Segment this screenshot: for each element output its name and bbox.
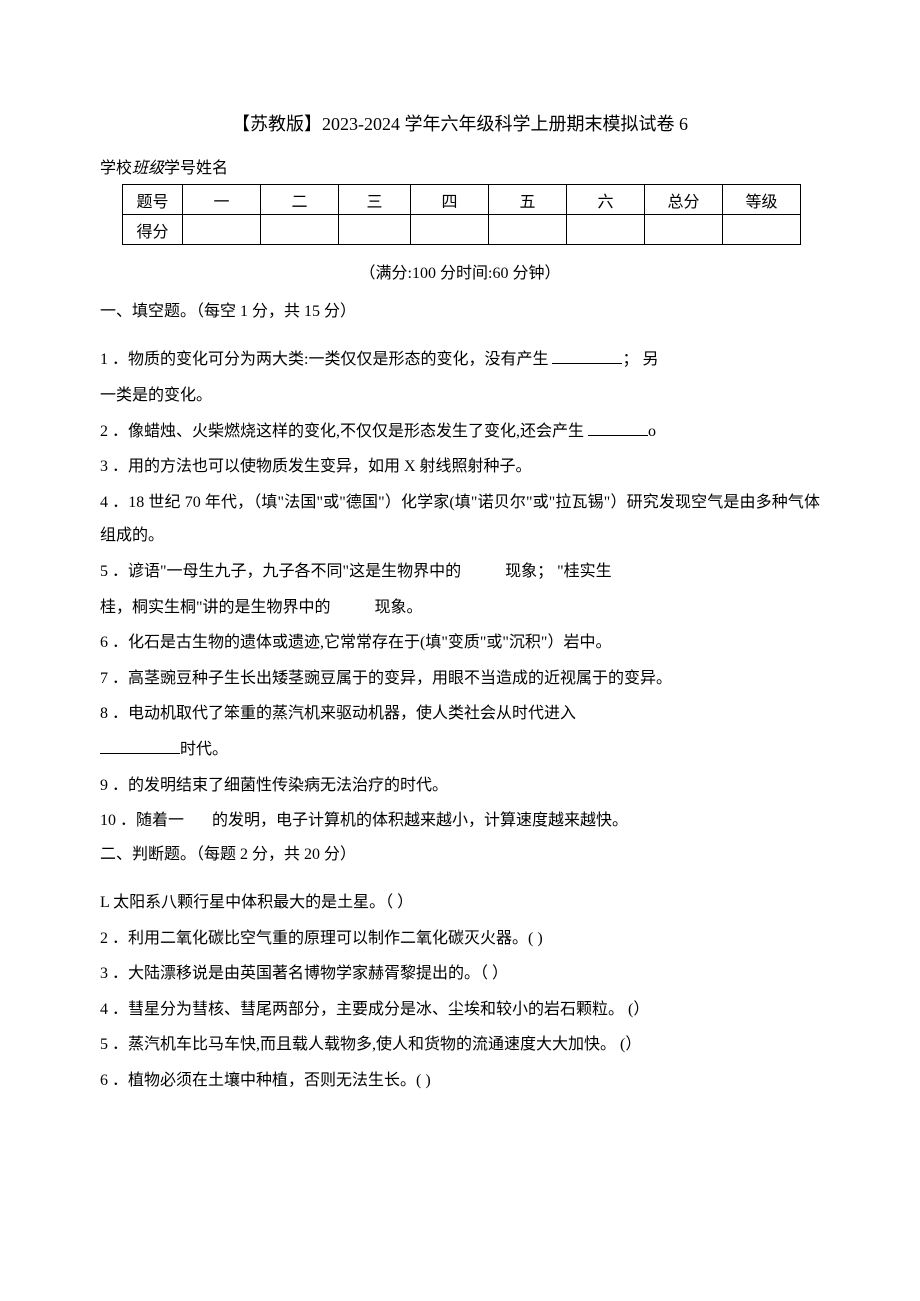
cell-empty <box>183 215 261 245</box>
label-id-name: 学号姓名 <box>164 160 228 177</box>
q-text: 时代。 <box>180 741 228 758</box>
blank-space <box>331 599 375 616</box>
question-2: 2 ．像蜡烛、火柴燃烧这样的变化,不仅仅是形态发生了变化,还会产生 o <box>100 415 820 449</box>
q-text: 现象。 <box>375 599 423 616</box>
label-class: 班级 <box>132 160 164 177</box>
q-text: o <box>648 423 656 440</box>
table-row: 得分 <box>123 215 801 245</box>
cell-col-header: 一 <box>183 185 261 215</box>
cell-empty <box>489 215 567 245</box>
label-school: 学校 <box>100 160 132 177</box>
q-text: 1 ．物质的变化可分为两大类:一类仅仅是形态的变化，没有产生 <box>100 351 552 368</box>
cell-empty <box>339 215 411 245</box>
blank-space <box>461 563 505 580</box>
judge-2: 2 ．利用二氧化碳比空气重的原理可以制作二氧化碳灭火器。( ) <box>100 922 820 956</box>
section-2-title: 二、判断题。（每题 2 分，共 20 分） <box>100 840 820 870</box>
table-row: 题号 一 二 三 四 五 六 总分 等级 <box>123 185 801 215</box>
question-4: 4 ．18 世纪 70 年代，（填"法国"或"德国"）化学家(填"诺贝尔"或"拉… <box>100 486 820 553</box>
cell-empty <box>411 215 489 245</box>
cell-row-header: 题号 <box>123 185 183 215</box>
question-3: 3 ．用的方法也可以使物质发生变异，如用 X 射线照射种子。 <box>100 450 820 484</box>
page-title: 【苏教版】2023-2024 学年六年级科学上册期末模拟试卷 6 <box>100 110 820 136</box>
blank-space <box>184 812 212 829</box>
judge-1: L 太阳系八颗行星中体积最大的是土星。（ ） <box>100 886 820 920</box>
question-9: 9 ．的发明结束了细菌性传染病无法治疗的时代。 <box>100 769 820 803</box>
question-7: 7 ．高茎豌豆种子生长出矮茎豌豆属于的变异，用眼不当造成的近视属于的变异。 <box>100 662 820 696</box>
cell-row-header: 得分 <box>123 215 183 245</box>
q-text: ； 另 <box>622 351 658 368</box>
student-info-line: 学校班级学号姓名 <box>100 154 820 178</box>
cell-empty <box>261 215 339 245</box>
cell-empty <box>723 215 801 245</box>
q-text: 现象； "桂实生 <box>505 563 612 580</box>
question-10: 10 ．随着一 的发明，电子计算机的体积越来越小，计算速度越来越快。 <box>100 804 820 838</box>
question-8-cont: 时代。 <box>100 733 820 767</box>
cell-col-header: 等级 <box>723 185 801 215</box>
judge-5: 5 ．蒸汽机车比马车快,而且载人载物多,使人和货物的流通速度大大加快。 (） <box>100 1028 820 1062</box>
judge-6: 6 ．植物必须在土壤中种植，否则无法生长。( ) <box>100 1064 820 1098</box>
cell-col-header: 二 <box>261 185 339 215</box>
score-table: 题号 一 二 三 四 五 六 总分 等级 得分 <box>122 184 801 245</box>
fill-blank <box>100 738 180 754</box>
q-text: 的发明，电子计算机的体积越来越小，计算速度越来越快。 <box>212 812 628 829</box>
cell-empty <box>645 215 723 245</box>
cell-col-header: 五 <box>489 185 567 215</box>
fill-blank <box>588 420 648 436</box>
q-text: 桂，桐实生桐"讲的是生物界中的 <box>100 599 331 616</box>
cell-col-header: 六 <box>567 185 645 215</box>
question-8: 8 ．电动机取代了笨重的蒸汽机来驱动机器，使人类社会从时代进入 <box>100 697 820 731</box>
question-1: 1 ．物质的变化可分为两大类:一类仅仅是形态的变化，没有产生 ； 另 <box>100 343 820 377</box>
exam-info: （满分:100 分时间:60 分钟） <box>100 259 820 283</box>
question-6: 6 ．化石是古生物的遗体或遗迹,它常常存在于(填"变质"或"沉积"）岩中。 <box>100 626 820 660</box>
question-1-cont: 一类是的变化。 <box>100 379 820 413</box>
q-text: 10 ．随着一 <box>100 812 184 829</box>
section-1-title: 一、填空题。（每空 1 分，共 15 分） <box>100 297 820 327</box>
cell-empty <box>567 215 645 245</box>
question-5-cont: 桂，桐实生桐"讲的是生物界中的 现象。 <box>100 591 820 625</box>
q-text: 2 ．像蜡烛、火柴燃烧这样的变化,不仅仅是形态发生了变化,还会产生 <box>100 423 588 440</box>
judge-4: 4 ．彗星分为彗核、彗尾两部分，主要成分是冰、尘埃和较小的岩石颗粒。 (） <box>100 993 820 1027</box>
q-text: 5 ．谚语"一母生九子，九子各不同"这是生物界中的 <box>100 563 461 580</box>
cell-col-header: 总分 <box>645 185 723 215</box>
cell-col-header: 三 <box>339 185 411 215</box>
question-5: 5 ．谚语"一母生九子，九子各不同"这是生物界中的 现象； "桂实生 <box>100 555 820 589</box>
judge-3: 3 ．大陆漂移说是由英国著名博物学家赫胥黎提出的。（ ） <box>100 957 820 991</box>
fill-blank <box>552 348 622 364</box>
cell-col-header: 四 <box>411 185 489 215</box>
